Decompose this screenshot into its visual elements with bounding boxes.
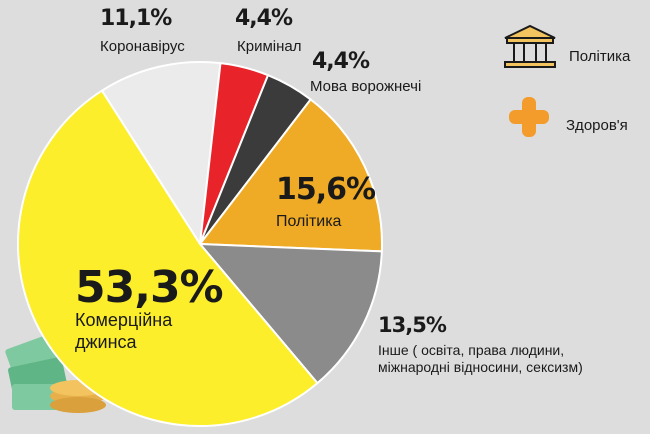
category-label: Політика bbox=[276, 213, 342, 230]
value-label: 13,5% bbox=[378, 313, 447, 337]
value-label: 15,6% bbox=[276, 172, 376, 207]
category-label: Інше ( освіта, права людини, міжнародні … bbox=[378, 342, 583, 375]
value-label: 11,1% bbox=[100, 6, 172, 31]
legend-label: Політика bbox=[569, 48, 631, 65]
legend-label: Здоров'я bbox=[566, 117, 628, 134]
category-label: Мова ворожнечі bbox=[310, 78, 422, 95]
category-label: Кримінал bbox=[237, 38, 302, 55]
legend-icon-bank bbox=[504, 24, 556, 68]
category-label: Комерційна джинса bbox=[75, 310, 173, 352]
value-label: 53,3% bbox=[75, 262, 224, 313]
value-label: 4,4% bbox=[235, 6, 293, 31]
pie-slice bbox=[198, 98, 383, 253]
category-label: Коронавірус bbox=[100, 38, 185, 55]
legend-icon-plus bbox=[509, 97, 549, 137]
value-label: 4,4% bbox=[312, 49, 370, 74]
pie-slice bbox=[100, 61, 222, 247]
pie-slice bbox=[17, 89, 319, 427]
pie-slice bbox=[197, 242, 383, 385]
